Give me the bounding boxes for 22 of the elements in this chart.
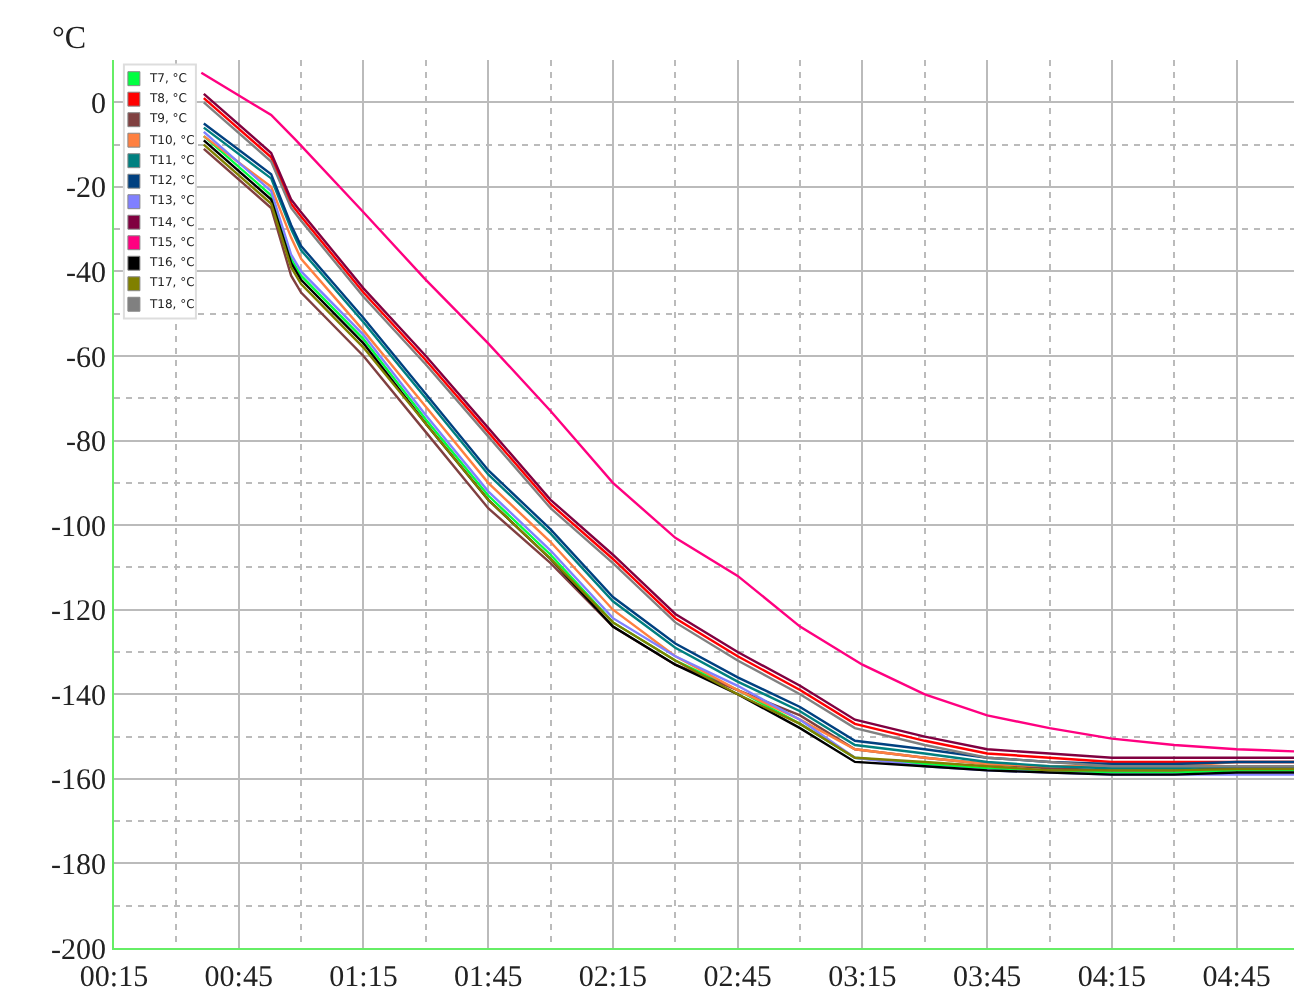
y-tick-label: -80: [66, 427, 106, 460]
y-tick-label: -40: [66, 257, 106, 290]
y-tick-label: -60: [66, 342, 106, 375]
x-tick-label: 00:45: [204, 962, 273, 994]
x-tick-label: 02:45: [703, 962, 772, 994]
y-tick-label: -160: [51, 765, 106, 798]
y-tick-label: 0: [91, 88, 106, 121]
y-tick-label: -120: [51, 596, 106, 629]
y-tick-label: -180: [51, 849, 106, 882]
x-tick-label: 04:45: [1202, 962, 1271, 994]
x-tick-label: 03:15: [828, 962, 897, 994]
y-tick-label: -200: [51, 934, 106, 967]
y-tick-label: -140: [51, 680, 106, 713]
x-tick-label: 01:15: [329, 962, 398, 994]
x-tick-label: 02:15: [578, 962, 648, 994]
x-tick-label: 00:15: [79, 962, 149, 994]
y-tick-label: -20: [66, 173, 106, 206]
y-axis-title: °C: [52, 22, 87, 56]
x-tick-label: 04:15: [1077, 962, 1147, 994]
x-tick-label: 03:45: [952, 962, 1022, 994]
x-tick-label: 01:45: [454, 962, 523, 994]
y-tick-label: -100: [51, 511, 106, 544]
